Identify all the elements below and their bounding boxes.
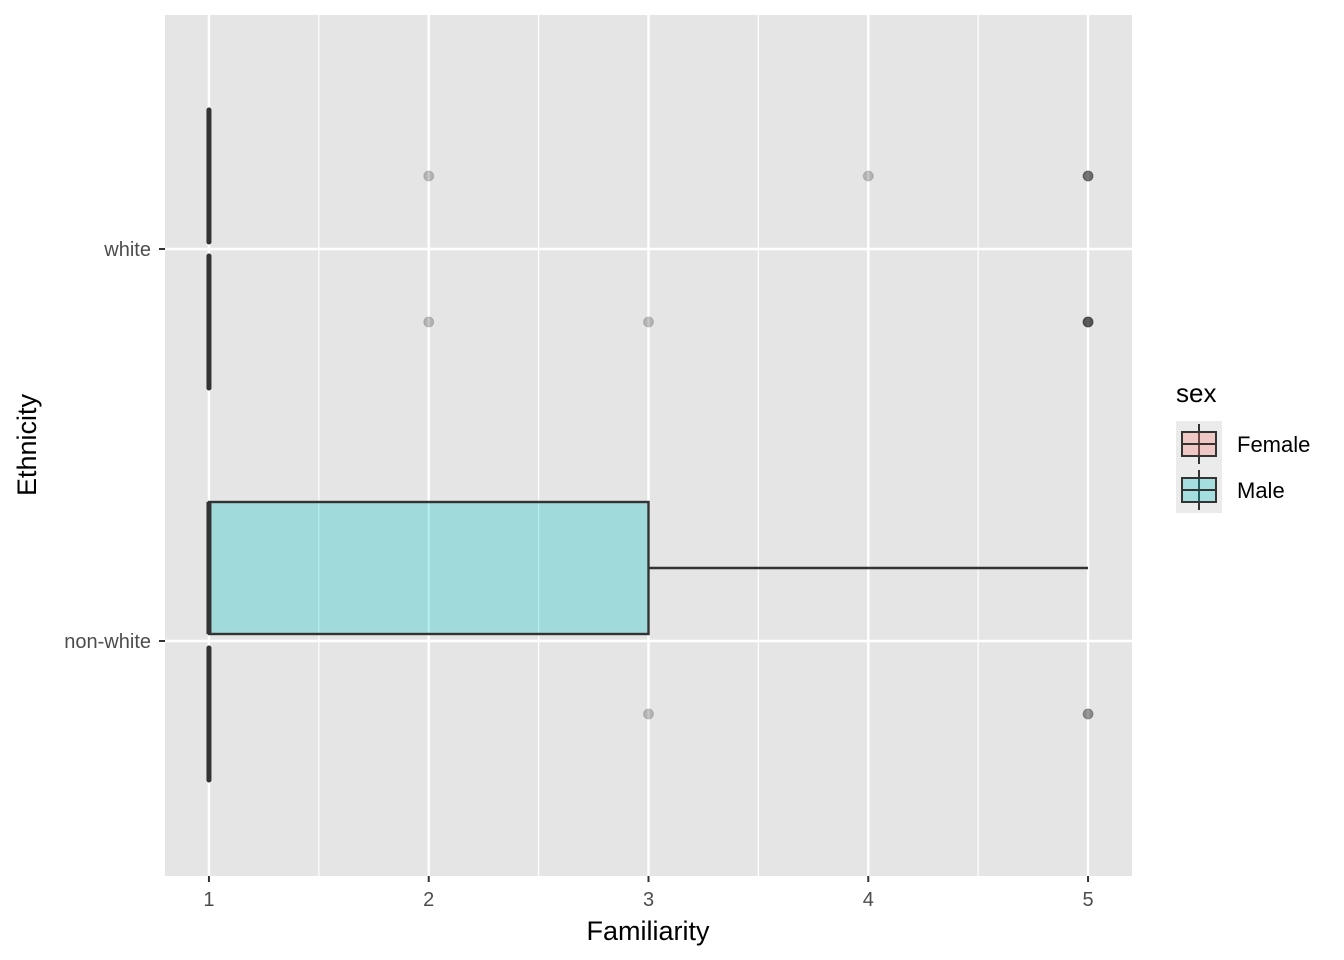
legend-label-female: Female [1237, 432, 1310, 457]
legend-keys [1176, 421, 1222, 513]
outlier-point [1082, 708, 1094, 720]
outlier-point [1082, 708, 1094, 720]
legend-title: sex [1176, 378, 1216, 408]
outlier-point [643, 316, 654, 328]
outlier-point [423, 316, 435, 328]
axes: 1 2 3 4 5 white non-white [64, 239, 1093, 911]
legend: sex Female Male [1176, 378, 1310, 513]
legend-label-male: Male [1237, 478, 1285, 503]
outlier-points [423, 170, 1094, 720]
box-non-white-female [206, 500, 1089, 636]
box-body [207, 500, 650, 636]
x-axis-title: Familiarity [586, 916, 710, 946]
outlier-point [1082, 316, 1094, 328]
x-tick-label: 1 [203, 889, 214, 911]
boxes [206, 107, 1089, 783]
x-tick-label: 3 [643, 889, 654, 911]
y-tick-label: non-white [64, 631, 151, 653]
y-tick-label: white [103, 239, 151, 261]
outlier-point [1082, 316, 1094, 328]
legend-key-female [1176, 421, 1222, 467]
grid-lines [165, 15, 1132, 876]
outlier-point [1082, 170, 1094, 182]
outlier-point [1082, 170, 1094, 182]
outlier-point [643, 708, 654, 720]
outlier-point [1082, 316, 1094, 328]
outlier-point [1082, 316, 1094, 328]
x-tick-label: 2 [423, 889, 434, 911]
x-tick-label: 5 [1082, 889, 1093, 911]
outlier-point [1082, 170, 1094, 182]
outlier-point [423, 170, 435, 182]
x-tick-label: 4 [863, 889, 874, 911]
outlier-point [862, 170, 874, 182]
legend-key-male [1176, 467, 1222, 513]
y-axis-title: Ethnicity [12, 393, 42, 496]
